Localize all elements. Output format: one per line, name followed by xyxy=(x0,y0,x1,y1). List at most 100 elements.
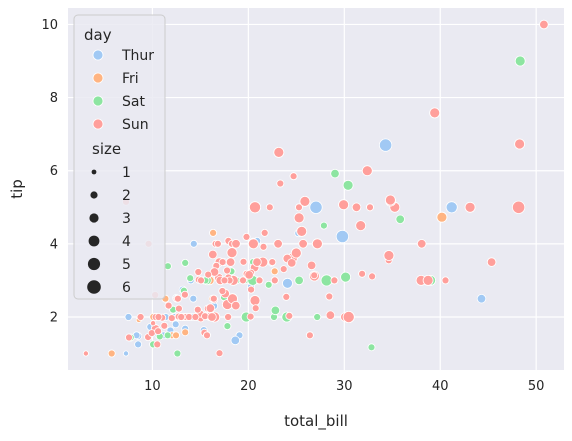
data-point xyxy=(285,311,294,320)
data-point xyxy=(260,228,269,237)
legend-size-label: 4 xyxy=(122,234,131,250)
data-point xyxy=(173,294,182,303)
data-point xyxy=(476,294,487,304)
data-point xyxy=(287,258,297,268)
y-tick-label: 8 xyxy=(50,91,58,106)
data-point xyxy=(82,350,89,357)
data-point xyxy=(273,239,283,249)
data-point xyxy=(306,260,317,271)
data-point xyxy=(197,276,205,285)
y-tick-label: 4 xyxy=(50,237,58,252)
data-point xyxy=(174,304,183,313)
data-point xyxy=(136,313,145,321)
legend-marker-sun xyxy=(92,118,104,130)
data-point xyxy=(208,249,218,260)
y-tick-label: 10 xyxy=(41,18,58,33)
data-point xyxy=(299,195,311,207)
data-point xyxy=(276,179,285,188)
data-point xyxy=(224,313,233,321)
data-point xyxy=(264,280,273,289)
data-point xyxy=(378,138,393,152)
data-point xyxy=(383,250,395,261)
data-point xyxy=(163,331,172,340)
data-point xyxy=(204,270,213,279)
data-point xyxy=(270,267,279,276)
data-point xyxy=(335,229,349,244)
data-point xyxy=(164,301,173,310)
data-point xyxy=(355,220,367,232)
data-point xyxy=(189,294,198,303)
data-point xyxy=(330,276,339,285)
data-point xyxy=(226,247,238,259)
data-point xyxy=(279,265,288,274)
data-point xyxy=(319,221,328,230)
data-point xyxy=(270,276,279,285)
data-point xyxy=(296,225,308,237)
data-point xyxy=(330,168,340,179)
data-point xyxy=(270,305,281,316)
data-point xyxy=(181,328,190,337)
data-point xyxy=(298,239,308,249)
data-point xyxy=(191,313,200,321)
y-tick-labels: 2 4 6 8 10 xyxy=(41,18,58,326)
data-point xyxy=(305,331,314,340)
data-point xyxy=(367,343,376,352)
data-point xyxy=(167,314,176,323)
data-points xyxy=(82,19,549,358)
data-point xyxy=(342,310,355,323)
data-point xyxy=(259,242,268,251)
data-point xyxy=(252,257,262,267)
y-tick-label: 6 xyxy=(50,164,58,179)
data-point xyxy=(181,258,190,267)
data-point xyxy=(248,201,261,214)
data-point xyxy=(215,349,224,358)
data-point xyxy=(153,340,162,349)
data-point xyxy=(239,276,247,285)
legend-marker-sat xyxy=(92,95,104,107)
data-point xyxy=(134,340,143,349)
data-point xyxy=(107,349,116,358)
data-point xyxy=(203,331,211,340)
data-point xyxy=(193,305,202,314)
legend-size-label: 2 xyxy=(122,188,131,204)
data-point xyxy=(358,269,367,278)
data-point xyxy=(309,200,323,214)
x-tick-label: 10 xyxy=(144,379,161,394)
data-point xyxy=(293,212,305,224)
data-point xyxy=(244,270,254,280)
data-point xyxy=(239,257,248,266)
data-point xyxy=(177,313,186,321)
data-point xyxy=(230,335,241,346)
data-point xyxy=(511,200,526,214)
x-tick-labels: 10 20 30 40 50 xyxy=(144,379,544,394)
data-point xyxy=(486,257,497,267)
data-point xyxy=(231,239,241,249)
data-point xyxy=(225,257,236,267)
data-point xyxy=(464,201,476,213)
data-point xyxy=(436,211,448,223)
legend-size-marker xyxy=(91,169,97,175)
data-point xyxy=(231,300,241,311)
data-point xyxy=(124,313,133,321)
data-point xyxy=(150,320,157,327)
data-point xyxy=(441,276,450,285)
legend-label-thur: Thur xyxy=(121,48,154,64)
data-point xyxy=(218,287,227,295)
legend-label-sun: Sun xyxy=(122,117,149,133)
data-point xyxy=(242,232,251,241)
data-point xyxy=(273,146,285,158)
data-point xyxy=(325,310,336,320)
data-point xyxy=(282,292,291,301)
data-point xyxy=(342,179,354,191)
data-point xyxy=(189,239,198,248)
legend-size-marker xyxy=(89,213,99,223)
x-tick-label: 40 xyxy=(432,379,449,394)
data-point xyxy=(154,327,163,336)
legend-frame xyxy=(73,14,166,300)
data-point xyxy=(340,271,352,283)
data-point xyxy=(265,203,274,212)
legend-size-label: 5 xyxy=(122,257,131,273)
legend-label-sat: Sat xyxy=(122,94,145,110)
y-tick-label: 2 xyxy=(50,310,58,325)
y-axis-label: tip xyxy=(8,179,26,199)
